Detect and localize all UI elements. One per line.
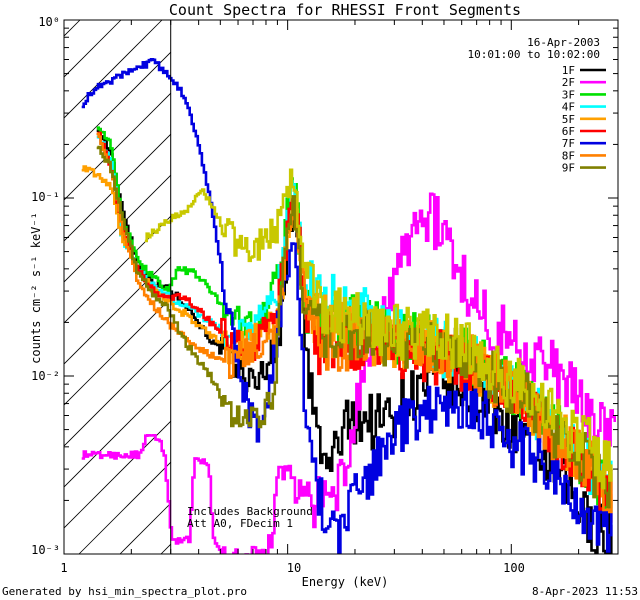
series-line-2f <box>81 192 616 554</box>
hatch-line <box>64 92 171 201</box>
legend-label-6f: 6F <box>562 125 575 138</box>
annotation-attenuator: Att A0, FDecim 1 <box>187 517 293 530</box>
x-tick-label-1: 1 <box>60 561 67 575</box>
footer-timestamp: 8-Apr-2023 11:53 <box>532 585 638 598</box>
footer-generated-by: Generated by hsi_min_spectra_plot.pro <box>2 585 247 598</box>
axis-ticks <box>63 19 619 555</box>
plot-frame <box>63 19 619 555</box>
y-tick-label-1e0: 10⁰ <box>38 15 60 29</box>
legend-label-4f: 4F <box>562 101 575 114</box>
y-tick-label-1e-3: 10⁻³ <box>31 543 60 557</box>
x-axis-label: Energy (keV) <box>302 575 389 589</box>
series-line-8f <box>96 132 613 514</box>
hatch-line <box>64 215 171 324</box>
chart-title: Count Spectra for RHESSI Front Segments <box>169 1 521 19</box>
y-tick-label-1e-1: 10⁻¹ <box>31 190 60 204</box>
hatch-line <box>64 20 163 119</box>
x-tick-label-10: 10 <box>287 561 301 575</box>
x-tick-label-100: 100 <box>503 561 525 575</box>
legend-label-3f: 3F <box>562 88 575 101</box>
series-line-6f <box>96 131 613 523</box>
hatch-line <box>64 51 171 160</box>
date-label: 16-Apr-2003 <box>527 36 600 49</box>
time-range-label: 10:01:00 to 10:02:00 <box>468 48 600 61</box>
series-line-9f <box>96 145 613 509</box>
y-tick-label-1e-2: 10⁻² <box>31 369 60 383</box>
y-axis-label: counts cm⁻² s⁻¹ keV⁻¹ <box>29 212 43 364</box>
hatch-line <box>64 379 171 488</box>
hatch-line <box>78 461 171 554</box>
legend-label-1f: 1F <box>562 64 575 77</box>
legend-label-8f: 8F <box>562 149 575 162</box>
legend-label-7f: 7F <box>562 137 575 150</box>
legend-label-9f: 9F <box>562 162 575 175</box>
hatch-line <box>64 420 171 529</box>
legend-label-5f: 5F <box>562 113 575 126</box>
legend-label-2f: 2F <box>562 76 575 89</box>
series-line-yellow-unlabeled <box>144 168 613 490</box>
annotation-background: Includes Background <box>187 505 313 518</box>
